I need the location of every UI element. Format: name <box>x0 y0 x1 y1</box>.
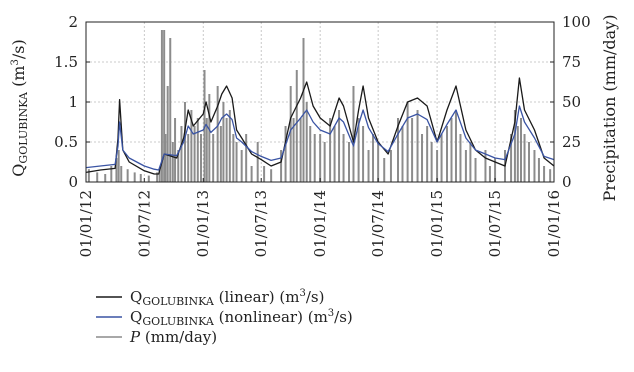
axis-ticks: 0 0.5 1 1.5 2 0 25 50 75 100 01/01/12 01/07/12 01/01… <box>54 13 591 257</box>
legend-label-sub: GOLUBINKA <box>142 295 215 308</box>
legend-label-sup: 3 <box>299 288 305 299</box>
y-right-tick-label: 0 <box>562 173 572 191</box>
precipitation-bars <box>87 30 552 182</box>
y-axis-left-title-sub: GOLUBINKA <box>17 91 30 164</box>
legend-label-nonlinear: QGOLUBINKA (nonlinear) (m3/s) <box>130 308 353 328</box>
x-tick-label: 01/07/14 <box>369 190 387 257</box>
y-left-tick-label: 2 <box>68 13 78 31</box>
y-axis-left-title-main: Q <box>9 164 28 177</box>
discharge-lines <box>85 77 555 175</box>
legend-label-rest: (nonlinear) (m <box>214 308 328 326</box>
legend-label-sup: 3 <box>328 308 334 319</box>
y-left-tick-label: 1 <box>68 93 78 111</box>
x-tick-label: 01/07/13 <box>252 190 270 257</box>
y-right-tick-label: 25 <box>562 133 581 151</box>
legend-label-close: /s) <box>334 308 353 326</box>
legend-label-rest: (mm/day) <box>140 328 217 346</box>
y-left-tick-label: 1.5 <box>54 53 78 71</box>
y-right-tick-label: 75 <box>562 53 581 71</box>
y-axis-left-title-unit: (m <box>9 66 28 93</box>
y-axis-left-title-close: /s) <box>9 39 28 59</box>
y-right-tick-label: 100 <box>562 13 591 31</box>
x-tick-label: 01/01/16 <box>545 190 563 257</box>
x-tick-label: 01/01/12 <box>77 190 95 257</box>
legend-label-main: Q <box>130 288 142 306</box>
x-tick-label: 01/01/13 <box>194 190 212 257</box>
series-line-nonlinear <box>85 105 555 171</box>
y-axis-left-title-sup: 3 <box>10 59 21 65</box>
y-left-tick-label: 0 <box>68 173 78 191</box>
y-axis-right-title: Precipitation (mm/day) <box>600 15 619 202</box>
legend-label-rest: (linear) (m <box>214 288 300 306</box>
legend: QGOLUBINKA (linear) (m3/s)QGOLUBINKA (no… <box>96 288 353 346</box>
legend-label-linear: QGOLUBINKA (linear) (m3/s) <box>130 288 324 308</box>
y-left-tick-label: 0.5 <box>54 133 78 151</box>
x-tick-label: 01/01/15 <box>428 190 446 257</box>
legend-label-precip: P (mm/day) <box>129 328 217 346</box>
y-axis-left-title: QGOLUBINKA (m3/s) <box>9 39 30 176</box>
x-tick-label: 01/07/12 <box>135 190 153 257</box>
legend-label-sub: GOLUBINKA <box>142 315 215 328</box>
legend-label-main: Q <box>130 308 142 326</box>
legend-label-close: /s) <box>306 288 325 306</box>
x-tick-label: 01/01/14 <box>311 190 329 257</box>
y-right-tick-label: 50 <box>562 93 581 111</box>
legend-label-main: P <box>129 328 141 346</box>
x-tick-label: 01/07/15 <box>486 190 504 257</box>
